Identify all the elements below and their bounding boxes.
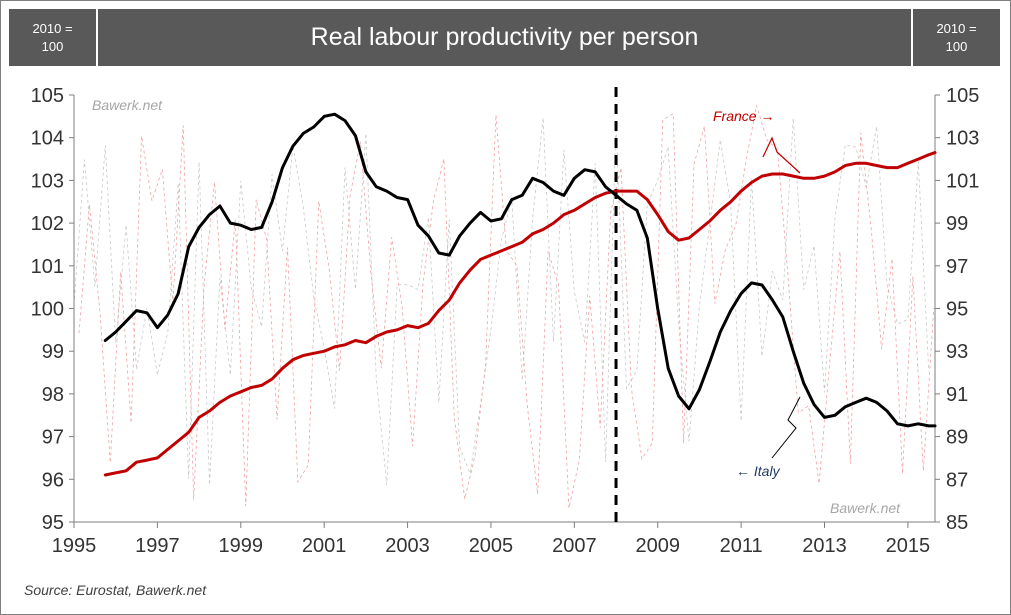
right-tick-label: 97 [946, 256, 968, 278]
faint-quarterly-series [73, 105, 935, 509]
x-tick-label: 2003 [385, 535, 430, 557]
left-tick-label: 103 [31, 170, 64, 192]
axes: 95 96 97 98 99 100 101 102 103 104 105 85 87 89 91 93 95… [31, 85, 980, 557]
right-tick-label: 103 [946, 128, 979, 150]
left-tick-label: 100 [31, 299, 64, 321]
x-tick-label: 1999 [219, 535, 264, 557]
right-tick-label: 101 [946, 170, 979, 192]
left-axis-unit-box: 2010 = 100 [9, 9, 96, 66]
left-tick-label: 104 [31, 128, 64, 150]
watermark-top: Bawerk.net [92, 97, 163, 113]
left-tick-label: 102 [31, 213, 64, 235]
annotation-france-pointer [762, 136, 801, 174]
right-tick-label: 87 [946, 469, 968, 491]
annotation-italy: ← Italy [736, 463, 781, 479]
left-tick-label: 96 [42, 469, 64, 491]
x-tick-label: 1997 [135, 535, 180, 557]
x-tick-label: 2011 [720, 535, 763, 557]
left-tick-label: 97 [42, 427, 64, 449]
series-line-france [103, 151, 937, 477]
x-tick-label: 2013 [802, 535, 847, 557]
right-tick-label: 85 [946, 512, 968, 534]
watermark-bottom: Bawerk.net [830, 500, 901, 516]
series-line-italy [103, 112, 937, 428]
left-tick-label: 98 [42, 384, 64, 406]
x-tick-label: 2009 [635, 535, 680, 557]
right-tick-label: 93 [946, 341, 968, 363]
chart-title: Real labour productivity per person [98, 9, 911, 66]
x-tick-label: 2001 [302, 535, 347, 557]
series-lines [103, 87, 937, 522]
right-tick-label: 105 [946, 85, 979, 107]
right-axis-unit-box: 2010 = 100 [913, 9, 1000, 66]
faint-series-red [78, 105, 935, 509]
x-tick-label: 2005 [469, 535, 514, 557]
source-note: Source: Eurostat, Bawerk.net [24, 582, 207, 598]
x-tick-label: 2015 [886, 535, 931, 557]
faint-series-grey [73, 117, 930, 485]
left-tick-label: 95 [42, 512, 64, 534]
right-tick-label: 91 [946, 384, 968, 406]
left-tick-label: 101 [31, 256, 64, 278]
right-tick-label: 99 [946, 213, 968, 235]
right-tick-label: 95 [946, 299, 968, 321]
annotation-france: France → [713, 108, 774, 124]
left-tick-label: 99 [42, 341, 64, 363]
annotation-italy-pointer [771, 396, 801, 459]
x-tick-label: 2007 [552, 535, 597, 557]
right-tick-label: 89 [946, 427, 968, 449]
left-tick-label: 105 [31, 85, 64, 107]
x-tick-label: 1995 [52, 535, 97, 557]
